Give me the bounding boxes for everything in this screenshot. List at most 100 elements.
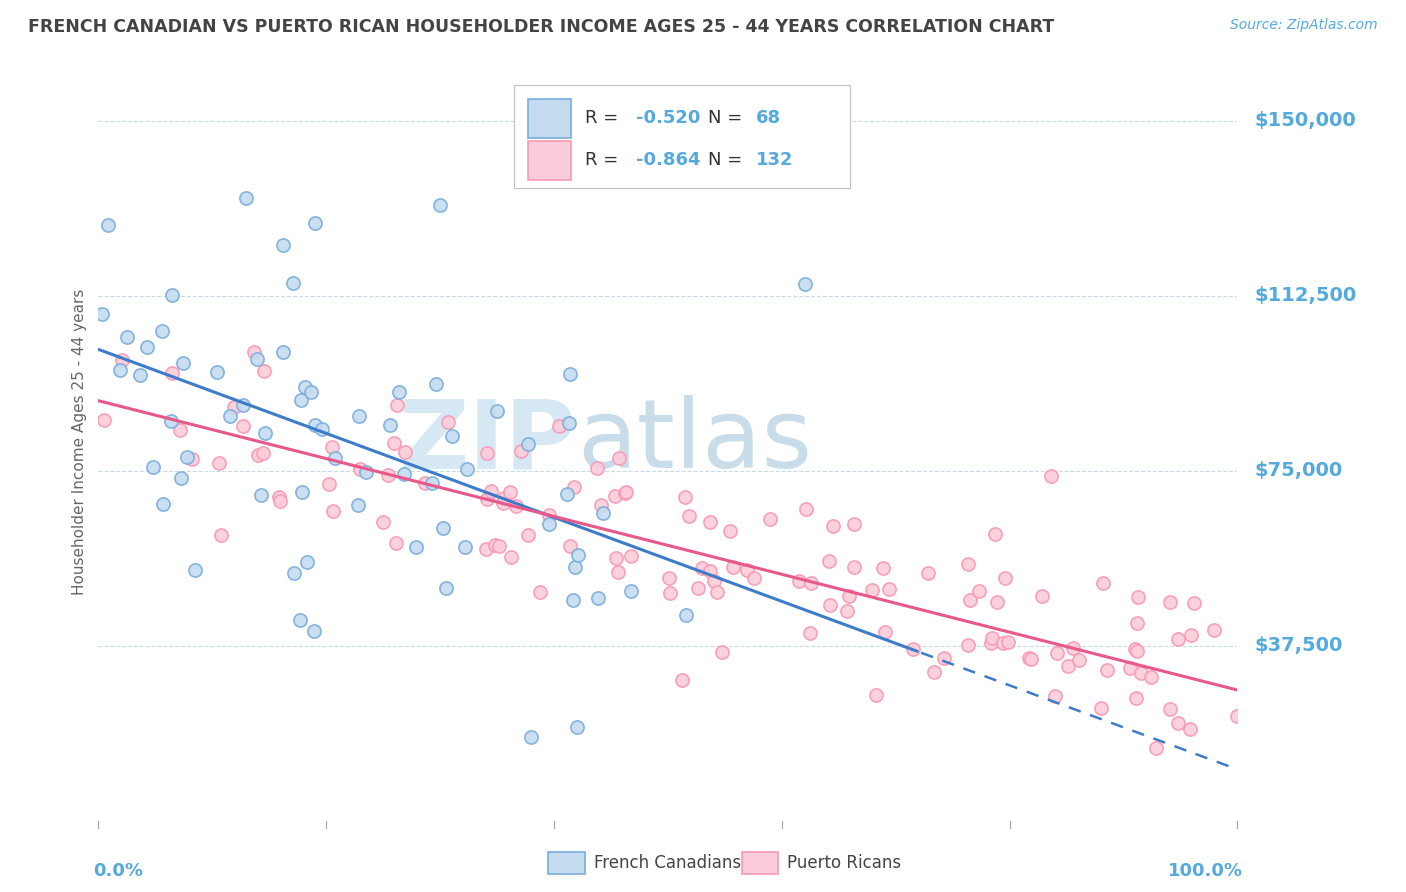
Point — [997, 634, 1019, 648]
Point — [252, 446, 274, 460]
Point — [1046, 646, 1069, 660]
Point — [959, 592, 981, 607]
Point — [1167, 632, 1189, 646]
Point — [688, 581, 710, 595]
Point — [877, 582, 900, 596]
Point — [675, 607, 697, 622]
Point — [425, 376, 447, 391]
Point — [318, 476, 340, 491]
Point — [548, 418, 571, 433]
Y-axis label: Householder Income Ages 25 - 44 years: Householder Income Ages 25 - 44 years — [72, 288, 87, 595]
Point — [562, 480, 585, 494]
Point — [555, 487, 578, 501]
Point — [246, 448, 269, 462]
Point — [176, 450, 198, 465]
Point — [90, 307, 112, 321]
Point — [170, 471, 193, 485]
Point — [1159, 702, 1181, 716]
Point — [658, 586, 681, 600]
Point — [1125, 642, 1147, 657]
FancyBboxPatch shape — [515, 85, 851, 187]
Point — [799, 626, 821, 640]
Point — [517, 527, 540, 541]
Point — [180, 452, 202, 467]
Point — [721, 560, 744, 574]
Point — [499, 550, 522, 565]
Point — [980, 636, 1002, 650]
Point — [718, 524, 741, 538]
Point — [377, 468, 399, 483]
Point — [494, 491, 516, 505]
Point — [169, 423, 191, 437]
Point — [838, 589, 860, 603]
Point — [271, 345, 294, 359]
Point — [129, 368, 152, 382]
FancyBboxPatch shape — [527, 141, 571, 180]
Point — [1019, 651, 1042, 665]
Point — [1139, 670, 1161, 684]
Point — [558, 416, 581, 430]
Point — [565, 720, 588, 734]
Point — [835, 604, 858, 618]
Point — [917, 566, 939, 580]
Point — [957, 557, 980, 571]
Point — [108, 363, 131, 377]
Point — [484, 538, 506, 552]
Text: 100.0%: 100.0% — [1168, 863, 1243, 880]
Point — [818, 554, 841, 568]
Point — [586, 591, 609, 605]
Point — [591, 499, 613, 513]
Point — [865, 689, 887, 703]
Point — [152, 497, 174, 511]
Point — [1130, 665, 1153, 680]
Point — [818, 599, 841, 613]
Point — [232, 418, 254, 433]
Point — [510, 444, 533, 458]
Point — [744, 571, 766, 585]
Point — [1090, 701, 1112, 715]
Point — [456, 462, 478, 476]
Point — [560, 367, 582, 381]
Point — [93, 413, 115, 427]
Point — [304, 216, 326, 230]
Text: 68: 68 — [755, 109, 780, 127]
Point — [529, 584, 551, 599]
Point — [299, 385, 322, 400]
Text: N =: N = — [707, 109, 748, 127]
Text: -0.520: -0.520 — [636, 109, 700, 127]
Point — [420, 475, 443, 490]
Point — [269, 494, 291, 508]
Point — [969, 584, 991, 599]
Point — [160, 288, 183, 302]
Point — [1095, 663, 1118, 677]
Point — [787, 574, 810, 589]
Text: 132: 132 — [755, 152, 793, 169]
Point — [564, 559, 586, 574]
FancyBboxPatch shape — [742, 853, 779, 874]
Point — [387, 398, 409, 412]
Point — [699, 515, 721, 529]
Point — [560, 539, 582, 553]
Point — [219, 409, 242, 423]
Point — [475, 445, 498, 459]
Point — [538, 517, 561, 532]
Point — [520, 730, 543, 744]
Point — [1043, 690, 1066, 704]
Point — [605, 551, 627, 566]
Point — [160, 366, 183, 380]
Point — [291, 484, 314, 499]
Point — [271, 238, 294, 252]
Point — [321, 440, 343, 454]
Point — [1144, 741, 1167, 756]
Point — [986, 595, 1008, 609]
Point — [479, 484, 502, 499]
Point — [311, 422, 333, 436]
Point — [614, 485, 637, 500]
Point — [1062, 640, 1084, 655]
Point — [800, 575, 823, 590]
Point — [184, 563, 207, 577]
Point — [354, 465, 377, 479]
Point — [209, 528, 232, 542]
Point — [475, 542, 498, 557]
Point — [620, 584, 643, 599]
